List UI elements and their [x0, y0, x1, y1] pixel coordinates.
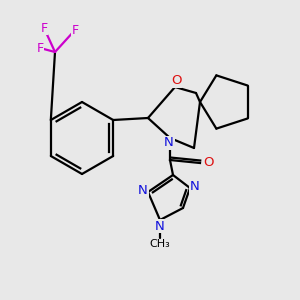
Text: O: O: [171, 74, 181, 88]
Text: F: F: [40, 22, 48, 34]
Text: N: N: [155, 220, 165, 232]
Text: F: F: [36, 41, 43, 55]
Text: O: O: [203, 157, 213, 169]
Text: N: N: [138, 184, 148, 197]
Text: F: F: [71, 23, 79, 37]
Text: N: N: [164, 136, 174, 149]
Text: N: N: [190, 181, 200, 194]
Text: CH₃: CH₃: [150, 239, 170, 249]
